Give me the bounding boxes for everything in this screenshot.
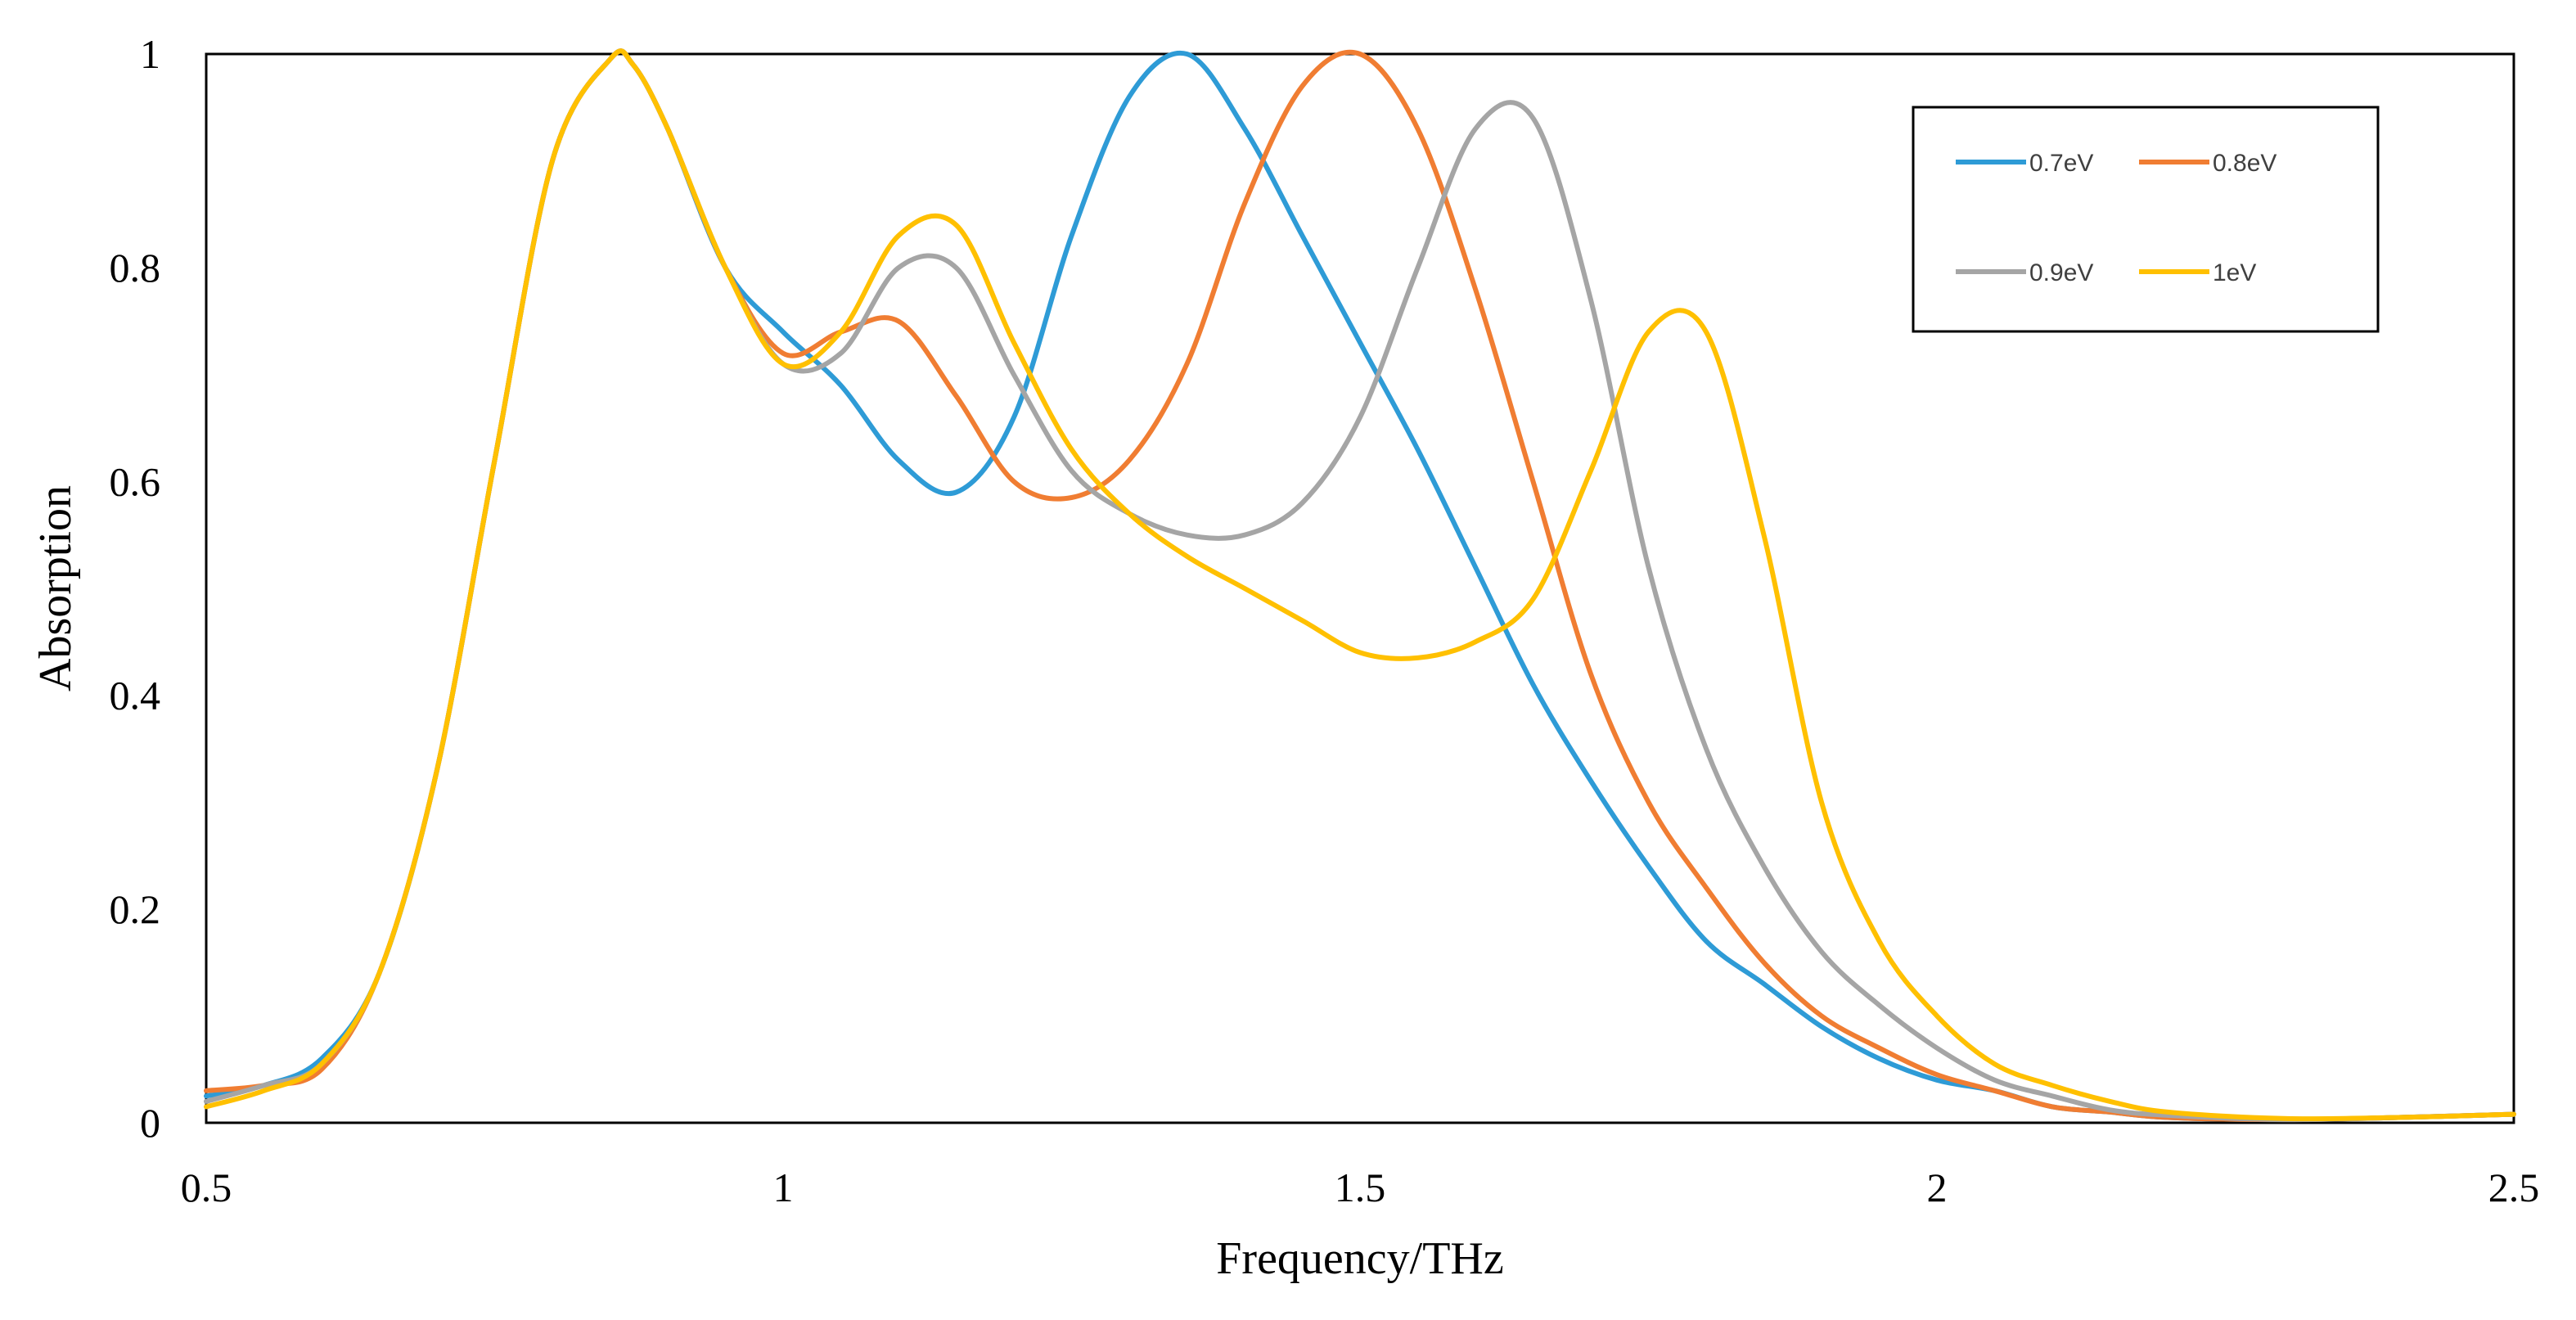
x-tick-label: 1	[773, 1165, 794, 1210]
legend-label: 0.7eV	[2029, 150, 2093, 177]
y-tick-label: 0.2	[110, 886, 161, 932]
legend-item-1ev: 1eV	[2139, 259, 2256, 286]
x-axis-tick-labels: 0.5 1 1.5 2 2.5	[181, 1165, 2540, 1210]
y-axis-title: Absorption	[30, 485, 81, 692]
y-tick-label: 0.4	[110, 673, 161, 719]
y-tick-label: 1	[140, 31, 160, 77]
x-tick-label: 1.5	[1335, 1165, 1386, 1210]
legend-box	[1912, 106, 2380, 333]
legend-items: 0.7eV 0.8eV 0.9eV 1eV	[1956, 150, 2277, 286]
legend-item-0-8ev: 0.8eV	[2139, 150, 2277, 177]
series-line-1ev	[204, 48, 2516, 1122]
legend-label: 0.9eV	[2029, 259, 2093, 286]
y-tick-label: 0.6	[110, 458, 161, 504]
legend: 0.7eV 0.8eV 0.9eV 1eV	[1912, 106, 2380, 333]
x-tick-label: 2.5	[2488, 1165, 2540, 1210]
y-tick-label: 0.8	[110, 245, 161, 291]
y-axis-tick-labels: 0 0.2 0.4 0.6 0.8 1	[110, 31, 161, 1146]
legend-item-0-9ev: 0.9eV	[1956, 259, 2093, 286]
legend-item-0-7ev: 0.7eV	[1956, 150, 2093, 177]
x-tick-label: 2	[1927, 1165, 1948, 1210]
y-tick-label: 0	[140, 1100, 160, 1146]
x-axis-title: Frequency/THz	[1216, 1233, 1503, 1284]
x-tick-label: 0.5	[181, 1165, 232, 1210]
legend-label: 1eV	[2213, 259, 2256, 286]
series-layer	[204, 48, 2516, 1123]
legend-label: 0.8eV	[2213, 150, 2277, 177]
